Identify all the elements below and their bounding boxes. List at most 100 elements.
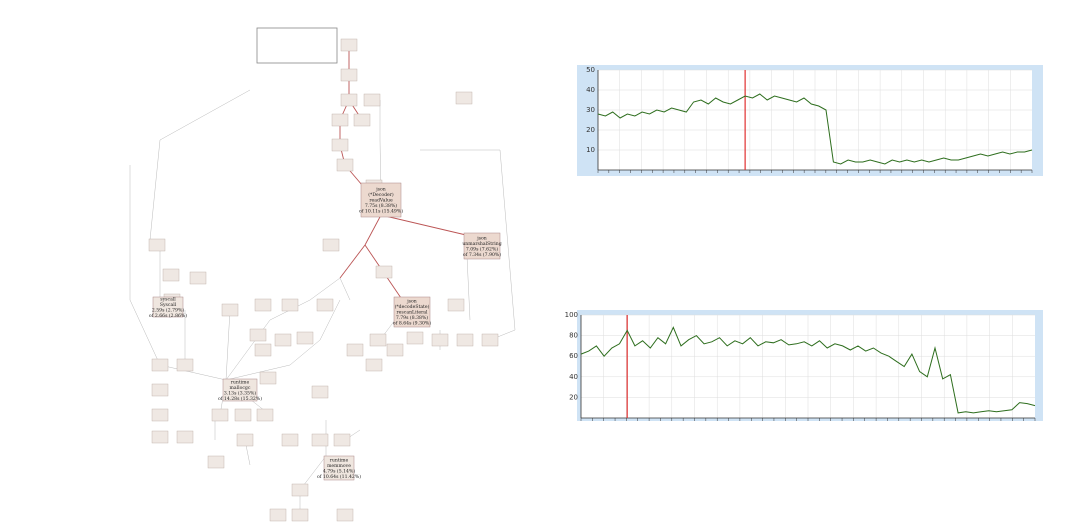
graph-node [254,298,272,312]
graph-node [281,433,299,447]
node-label: (*Decoder) [368,191,394,198]
graph-node [274,333,292,347]
graph-node [340,38,358,52]
graph-edge [319,299,341,341]
node-label: of 7.34s (7.90%) [463,251,501,258]
graph-edge [289,339,321,366]
graph-edge [225,309,231,381]
graph-node [221,303,239,317]
y-tick-label: 60 [569,352,578,360]
node-label: rescanLiteral [396,310,428,316]
graph-node [333,433,351,447]
y-tick-label: 40 [586,86,595,94]
graph-node [222,378,258,402]
graph-node [363,93,381,107]
graph-node [360,182,402,218]
graph-node [311,385,329,399]
graph-node [151,358,169,372]
y-tick-label: 80 [569,332,578,340]
graph-edge [339,277,351,301]
graph-edge [364,214,382,246]
graph-node [393,296,431,328]
node-label: of 14.28s (15.32%) [218,395,262,402]
graph-node [386,343,404,357]
graph-edge [159,364,227,381]
node-label: json [375,187,386,193]
graph-edge [159,89,251,141]
graph-node [207,455,225,469]
graph-node [340,68,358,82]
graph-node [375,265,393,279]
node-label: readValue [369,198,393,204]
graph-edge [309,277,341,301]
graph-node [369,333,387,347]
graph-node [447,298,465,312]
graph-edge [149,139,161,241]
graph-node [481,333,499,347]
graph-node [336,158,354,172]
node-label: syscall [160,296,176,302]
y-tick-label: 100 [565,311,578,319]
graph-node [148,238,166,252]
graph-node [316,298,334,312]
graph-node [463,232,501,260]
node-label: 7.79s (8.38%) [396,314,428,321]
node-label: of 2.66s (2.86%) [149,312,187,319]
node-label: 4.79s (5.14%) [323,467,355,474]
graph-node [151,430,169,444]
graph-node [346,343,364,357]
graph-edge [499,149,516,331]
graph-node [151,383,169,397]
graph-node [311,433,329,447]
node-label: of 10.64s (11.42%) [317,473,361,480]
graph-edge [225,364,291,381]
node-label: runtime [330,457,349,463]
graph-node [269,508,287,522]
graph-node [331,113,349,127]
series-line [597,93,1033,165]
graph-node [431,333,449,347]
node-label: runtime [231,379,250,385]
graph-edge [129,299,161,366]
graph-node [151,408,169,422]
node-label: unmarshalString [462,241,501,247]
y-tick-label: 30 [586,106,595,114]
graph-node [456,333,474,347]
y-tick-label: 50 [586,66,595,74]
y-tick-label: 20 [569,393,578,401]
node-label: json [476,235,487,241]
graph-node [291,483,309,497]
graph-node [234,408,252,422]
graph-edge [339,244,366,279]
graph-node [249,328,267,342]
graph-node [365,358,383,372]
graph-node [331,138,349,152]
graph-node [455,91,473,105]
graph-node [291,508,309,522]
graph-node [340,93,358,107]
y-tick-label: 40 [569,373,578,381]
series-line [580,326,1036,414]
node-label: of 8.64s (9.30%) [393,320,431,327]
node-label: json [406,299,417,305]
node-label: mallocgc [230,385,251,391]
y-tick-label: 10 [586,146,595,154]
graph-node [254,343,272,357]
graph-edge [380,214,467,236]
graph-node [323,455,355,481]
graph-node [336,508,354,522]
graph-node [176,430,194,444]
node-label: 3.13s (3.35%) [224,389,256,396]
node-label: (*decodeState) [395,303,430,310]
node-label: 7.75s (8.38%) [365,202,397,209]
graph-node [189,271,207,285]
graph-node [256,408,274,422]
graph-node [236,433,254,447]
node-label: Syscall [160,302,177,308]
node-label: of 10.11s (15.49%) [359,208,403,215]
graph-node [162,268,180,282]
graph-node [406,331,424,345]
y-tick-label: 20 [586,126,595,134]
